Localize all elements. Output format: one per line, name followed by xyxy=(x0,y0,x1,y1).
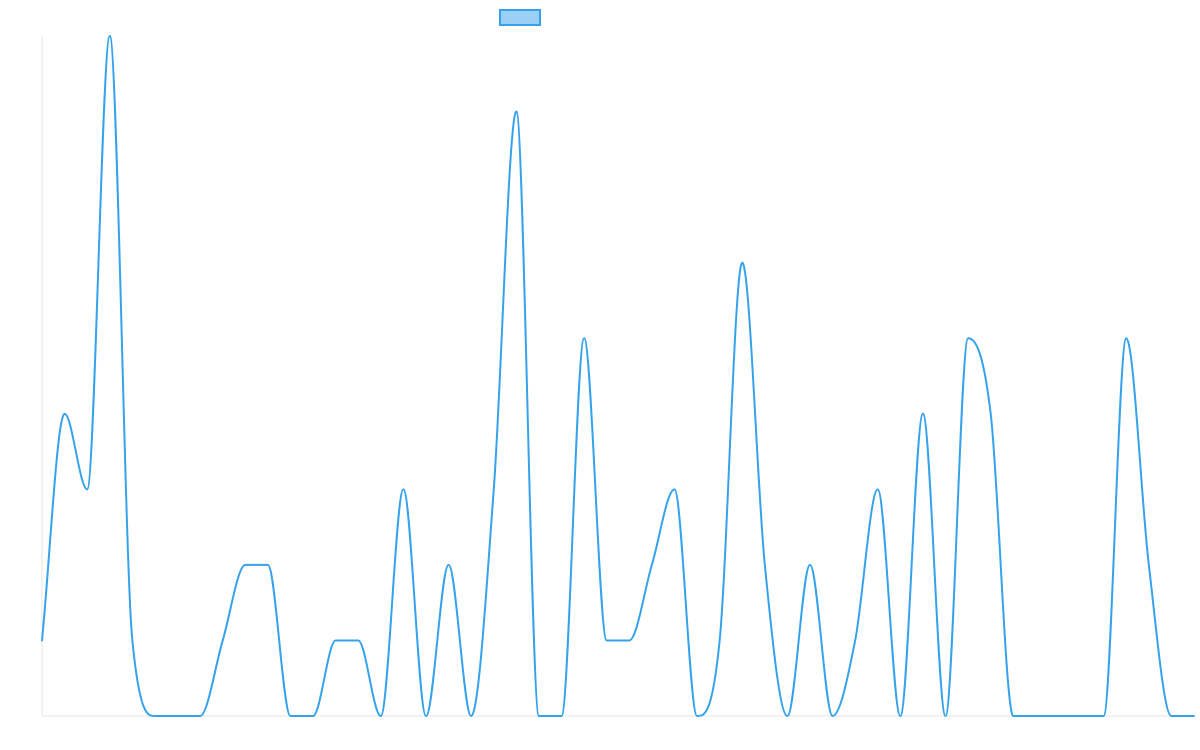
series-layer xyxy=(36,30,1200,722)
legend[interactable] xyxy=(499,9,541,26)
data-point[interactable] xyxy=(1052,710,1064,722)
legend-swatch[interactable] xyxy=(499,9,541,26)
data-point[interactable] xyxy=(1188,710,1200,722)
data-point[interactable] xyxy=(352,634,364,646)
data-point[interactable] xyxy=(714,634,726,646)
data-point[interactable] xyxy=(307,710,319,722)
data-point[interactable] xyxy=(488,483,500,495)
data-point[interactable] xyxy=(126,634,138,646)
data-point[interactable] xyxy=(36,634,48,646)
data-point[interactable] xyxy=(668,483,680,495)
data-point[interactable] xyxy=(578,332,590,344)
data-point[interactable] xyxy=(284,710,296,722)
data-point[interactable] xyxy=(556,710,568,722)
data-point[interactable] xyxy=(420,710,432,722)
data-point[interactable] xyxy=(917,408,929,420)
data-point[interactable] xyxy=(217,634,229,646)
data-point[interactable] xyxy=(623,634,635,646)
data-point[interactable] xyxy=(172,710,184,722)
data-point[interactable] xyxy=(1143,559,1155,571)
data-point[interactable] xyxy=(443,559,455,571)
data-point[interactable] xyxy=(827,710,839,722)
data-point[interactable] xyxy=(601,634,613,646)
data-point[interactable] xyxy=(465,710,477,722)
data-point[interactable] xyxy=(872,483,884,495)
data-point[interactable] xyxy=(646,559,658,571)
data-point[interactable] xyxy=(81,483,93,495)
data-point[interactable] xyxy=(239,559,251,571)
data-point[interactable] xyxy=(940,710,952,722)
data-point[interactable] xyxy=(149,710,161,722)
data-point[interactable] xyxy=(962,332,974,344)
data-point[interactable] xyxy=(262,559,274,571)
data-point[interactable] xyxy=(194,710,206,722)
data-point[interactable] xyxy=(1165,710,1177,722)
data-point[interactable] xyxy=(533,710,545,722)
data-point[interactable] xyxy=(849,634,861,646)
series-line-0 xyxy=(41,35,1195,717)
data-point[interactable] xyxy=(104,30,116,42)
data-point[interactable] xyxy=(691,710,703,722)
data-point[interactable] xyxy=(804,559,816,571)
data-point[interactable] xyxy=(736,257,748,269)
data-point[interactable] xyxy=(1007,710,1019,722)
data-point[interactable] xyxy=(781,710,793,722)
data-point[interactable] xyxy=(985,408,997,420)
data-point[interactable] xyxy=(397,483,409,495)
data-point[interactable] xyxy=(59,408,71,420)
data-point[interactable] xyxy=(1120,332,1132,344)
data-point[interactable] xyxy=(330,634,342,646)
data-point[interactable] xyxy=(1098,710,1110,722)
data-point[interactable] xyxy=(759,559,771,571)
data-point[interactable] xyxy=(1030,710,1042,722)
data-point[interactable] xyxy=(894,710,906,722)
data-point[interactable] xyxy=(510,106,522,118)
data-point[interactable] xyxy=(375,710,387,722)
data-point[interactable] xyxy=(1075,710,1087,722)
